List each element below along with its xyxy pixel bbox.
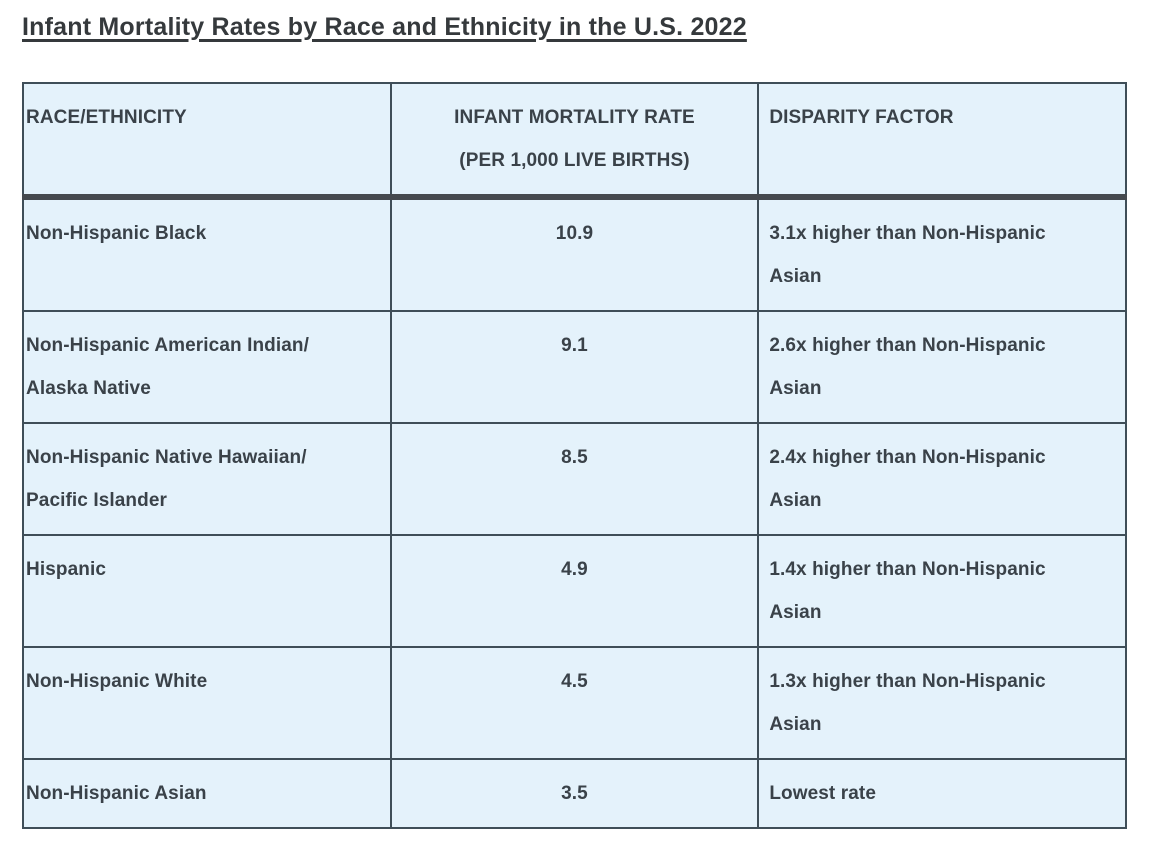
disparity-cell: 2.4x higher than Non-Hispanic Asian: [757, 422, 1127, 536]
infant-mortality-table: RACE/ETHNICITY INFANT MORTALITY RATE (PE…: [22, 82, 1127, 829]
race-cell: Non-Hispanic Asian: [22, 758, 392, 829]
column-header-race-ethnicity: RACE/ETHNICITY: [22, 82, 392, 200]
column-header-mortality-rate: INFANT MORTALITY RATE (PER 1,000 LIVE BI…: [389, 82, 760, 200]
column-header-disparity-factor: DISPARITY FACTOR: [757, 82, 1127, 200]
table-header: RACE/ETHNICITY INFANT MORTALITY RATE (PE…: [22, 82, 1127, 200]
disparity-cell: Lowest rate: [757, 758, 1127, 829]
race-cell: Non-Hispanic White: [22, 646, 392, 760]
table-row: Non-Hispanic Black 10.9 3.1x higher than…: [22, 196, 1127, 312]
table-row: Hispanic 4.9 1.4x higher than Non-Hispan…: [22, 534, 1127, 648]
page-title: Infant Mortality Rates by Race and Ethni…: [22, 13, 747, 41]
disparity-cell: 3.1x higher than Non-Hispanic Asian: [757, 196, 1127, 312]
rate-cell: 9.1: [389, 310, 760, 424]
table-row: Non-Hispanic White 4.5 1.3x higher than …: [22, 646, 1127, 760]
table-body: Non-Hispanic Black 10.9 3.1x higher than…: [22, 196, 1127, 829]
disparity-cell: 1.4x higher than Non-Hispanic Asian: [757, 534, 1127, 648]
rate-cell: 3.5: [389, 758, 760, 829]
rate-cell: 4.5: [389, 646, 760, 760]
race-cell: Non-Hispanic Black: [22, 196, 392, 312]
race-cell: Hispanic: [22, 534, 392, 648]
rate-cell: 10.9: [389, 196, 760, 312]
table-row: Non-Hispanic American Indian/ Alaska Nat…: [22, 310, 1127, 424]
disparity-cell: 2.6x higher than Non-Hispanic Asian: [757, 310, 1127, 424]
table-row: Non-Hispanic Asian 3.5 Lowest rate: [22, 758, 1127, 829]
table-row: Non-Hispanic Native Hawaiian/ Pacific Is…: [22, 422, 1127, 536]
disparity-cell: 1.3x higher than Non-Hispanic Asian: [757, 646, 1127, 760]
race-cell: Non-Hispanic Native Hawaiian/ Pacific Is…: [22, 422, 392, 536]
rate-cell: 4.9: [389, 534, 760, 648]
rate-cell: 8.5: [389, 422, 760, 536]
race-cell: Non-Hispanic American Indian/ Alaska Nat…: [22, 310, 392, 424]
header-row: RACE/ETHNICITY INFANT MORTALITY RATE (PE…: [22, 82, 1127, 200]
